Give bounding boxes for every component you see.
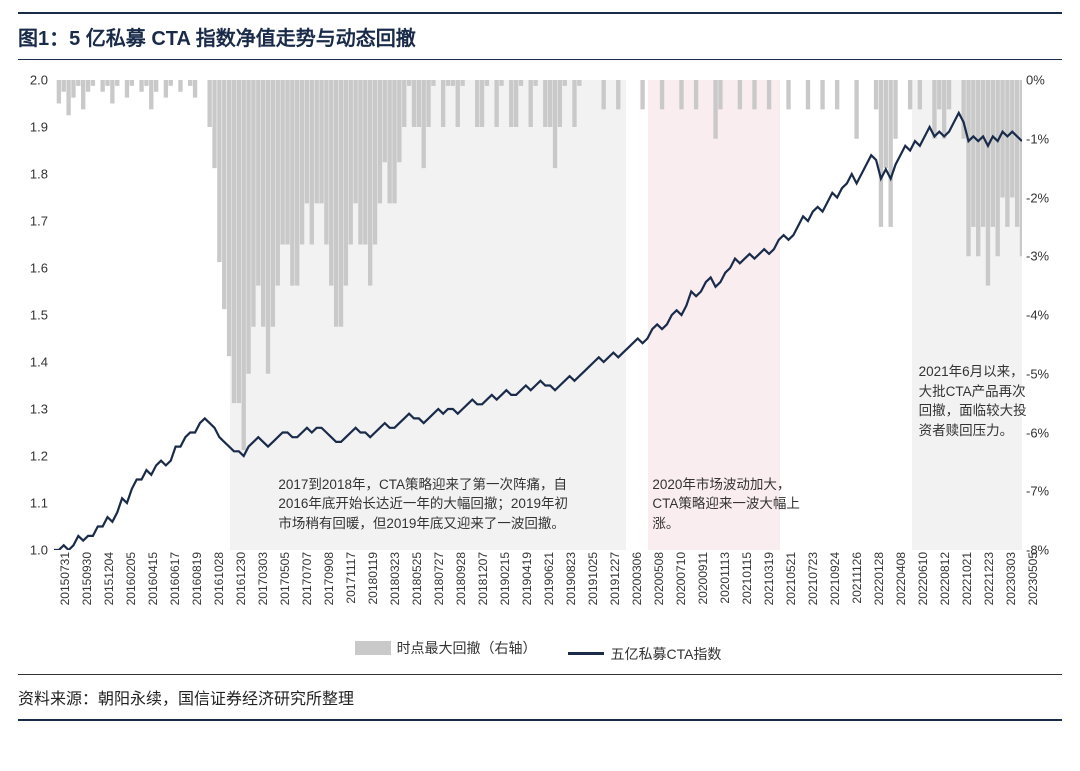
x-tick: 20170303	[256, 552, 270, 605]
x-tick: 20160617	[168, 552, 182, 605]
legend: 时点最大回撤（右轴） 五亿私募CTA指数	[54, 638, 1022, 664]
x-tick: 20220408	[894, 552, 908, 605]
y-right-tick: -1%	[1026, 131, 1049, 146]
legend-label-drawdown: 时点最大回撤（右轴）	[397, 638, 537, 658]
x-tick: 20221021	[960, 552, 974, 605]
legend-label-nav: 五亿私募CTA指数	[610, 644, 721, 664]
chart: 1.01.11.21.31.41.51.61.71.81.92.0 2017到2…	[18, 80, 1062, 640]
x-tick: 20180119	[366, 552, 380, 605]
x-tick: 20180727	[432, 552, 446, 605]
y-right-tick: -4%	[1026, 308, 1049, 323]
x-tick: 20160819	[190, 552, 204, 605]
y-left-tick: 2.0	[30, 73, 48, 88]
x-tick: 20200911	[696, 552, 710, 605]
x-tick: 20151204	[102, 552, 116, 605]
y-left-tick: 1.2	[30, 449, 48, 464]
y-left-tick: 1.7	[30, 214, 48, 229]
x-tick: 20200710	[674, 552, 688, 605]
y-left-tick: 1.6	[30, 261, 48, 276]
y-left-tick: 1.4	[30, 355, 48, 370]
x-tick: 20181207	[476, 552, 490, 605]
y-left-tick: 1.9	[30, 120, 48, 135]
x-tick: 20170505	[278, 552, 292, 605]
annotation: 2017到2018年，CTA策略迎来了第一次阵痛，自2016年底开始长达近一年的…	[278, 475, 578, 534]
x-tick: 20160415	[146, 552, 160, 605]
source-text: 资料来源：朝阳永续，国信证券经济研究所整理	[18, 685, 1062, 709]
annotation: 2021年6月以来，大批CTA产品再次回撤，面临较大投资者赎回压力。	[919, 362, 1037, 440]
x-tick: 20200508	[652, 552, 666, 605]
x-tick: 20210115	[740, 552, 754, 605]
x-tick: 20211126	[850, 552, 864, 604]
chart-title-bar: 图1：5 亿私募 CTA 指数净值走势与动态回撤	[18, 12, 1062, 60]
x-tick: 20150731	[58, 552, 72, 605]
y-left-tick: 1.5	[30, 308, 48, 323]
x-tick: 20201113	[718, 552, 732, 604]
legend-item-nav: 五亿私募CTA指数	[568, 644, 721, 664]
x-tick: 20190419	[520, 552, 534, 605]
x-tick: 20210723	[806, 552, 820, 605]
x-tick: 20190823	[564, 552, 578, 605]
x-tick: 20160205	[124, 552, 138, 605]
x-tick: 20230505	[1026, 552, 1040, 605]
source-bar: 资料来源：朝阳永续，国信证券经济研究所整理	[18, 674, 1062, 721]
y-right-tick: -3%	[1026, 249, 1049, 264]
y-left-tick: 1.3	[30, 402, 48, 417]
y-right-tick: -2%	[1026, 190, 1049, 205]
x-tick: 20191025	[586, 552, 600, 605]
x-tick: 20170707	[300, 552, 314, 605]
x-tick: 20221223	[982, 552, 996, 605]
x-tick: 20150930	[80, 552, 94, 605]
x-tick: 20190621	[542, 552, 556, 605]
annotation: 2020年市场波动加大，CTA策略迎来一波大幅上涨。	[652, 475, 802, 534]
legend-swatch-line	[568, 652, 604, 655]
plot-area: 2017到2018年，CTA策略迎来了第一次阵痛，自2016年底开始长达近一年的…	[54, 80, 1022, 550]
chart-title: 图1：5 亿私募 CTA 指数净值走势与动态回撤	[18, 22, 1062, 51]
x-axis: 20150731 20150930 20151204 20160205 20160415…	[54, 552, 1022, 634]
x-tick: 20220610	[916, 552, 930, 605]
y-right-tick: -6%	[1026, 425, 1049, 440]
x-tick: 20161230	[234, 552, 248, 605]
y-right-tick: 0%	[1026, 73, 1045, 88]
x-tick: 20171117	[344, 552, 358, 604]
x-tick: 20210521	[784, 552, 798, 605]
x-tick: 20190215	[498, 552, 512, 605]
x-tick: 20210319	[762, 552, 776, 605]
legend-item-drawdown: 时点最大回撤（右轴）	[355, 638, 537, 658]
x-tick: 20191227	[608, 552, 622, 605]
x-tick: 20200306	[630, 552, 644, 605]
x-tick: 20230303	[1004, 552, 1018, 605]
y-axis-left: 1.01.11.21.31.41.51.61.71.81.92.0	[18, 80, 52, 550]
x-tick: 20161028	[212, 552, 226, 605]
y-left-tick: 1.8	[30, 167, 48, 182]
x-tick: 20180525	[410, 552, 424, 605]
y-right-tick: -5%	[1026, 366, 1049, 381]
x-tick: 20220812	[938, 552, 952, 605]
y-left-tick: 1.0	[30, 543, 48, 558]
x-tick: 20180928	[454, 552, 468, 605]
x-tick: 20210924	[828, 552, 842, 605]
x-tick: 20170908	[322, 552, 336, 605]
y-axis-right: -8%-7%-6%-5%-4%-3%-2%-1%0%	[1022, 80, 1062, 550]
legend-swatch-bar	[355, 641, 391, 655]
y-right-tick: -7%	[1026, 484, 1049, 499]
x-tick: 20220128	[872, 552, 886, 605]
x-tick: 20180323	[388, 552, 402, 605]
y-left-tick: 1.1	[30, 496, 48, 511]
